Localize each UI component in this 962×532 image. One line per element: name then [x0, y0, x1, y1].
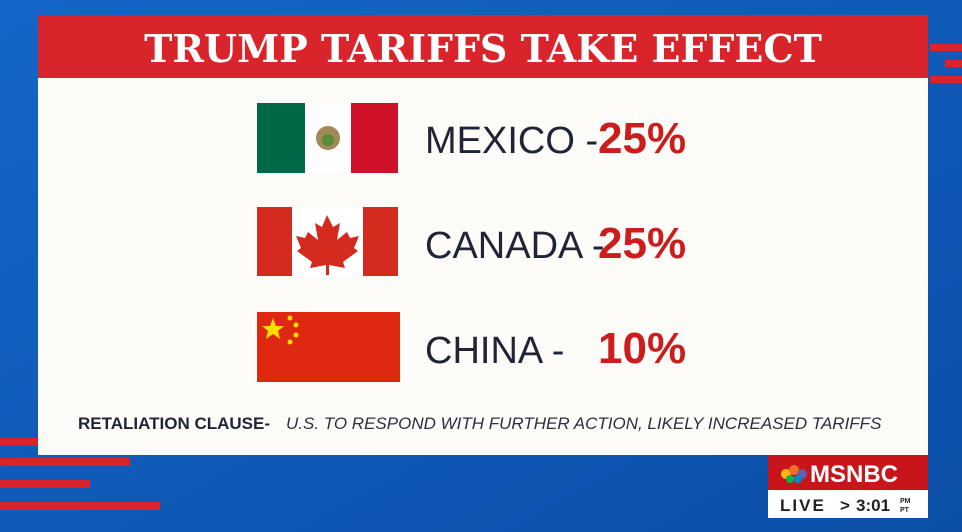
- country: CANADA -: [425, 225, 604, 267]
- network: MSNBC: [810, 461, 898, 488]
- tariff: 25%: [598, 219, 686, 268]
- flag-china: [257, 312, 400, 382]
- panel: [38, 15, 928, 455]
- footer-text: U.S. TO RESPOND WITH FURTHER ACTION, LIK…: [286, 414, 882, 433]
- live: LIVE: [780, 496, 826, 515]
- footer-label: RETALIATION CLAUSE-: [78, 414, 270, 433]
- flag-canada: [257, 207, 398, 276]
- tariff: 10%: [598, 324, 686, 373]
- country: MEXICO -: [425, 120, 598, 162]
- peacock: [781, 465, 807, 483]
- time: 3:01: [856, 496, 890, 515]
- country: CHINA -: [425, 330, 564, 372]
- zone: PT: [900, 507, 910, 514]
- title-bar: [38, 15, 928, 78]
- network-bug: MSNBC LIVE > 3:01 PM PT: [768, 455, 928, 518]
- tariff: 25%: [598, 114, 686, 163]
- flag-mexico: [257, 103, 398, 173]
- title: TRUMP TARIFFS TAKE EFFECT: [144, 26, 822, 71]
- stripes: [0, 44, 962, 510]
- arrow: >: [840, 496, 850, 515]
- ampm: PM: [900, 498, 911, 505]
